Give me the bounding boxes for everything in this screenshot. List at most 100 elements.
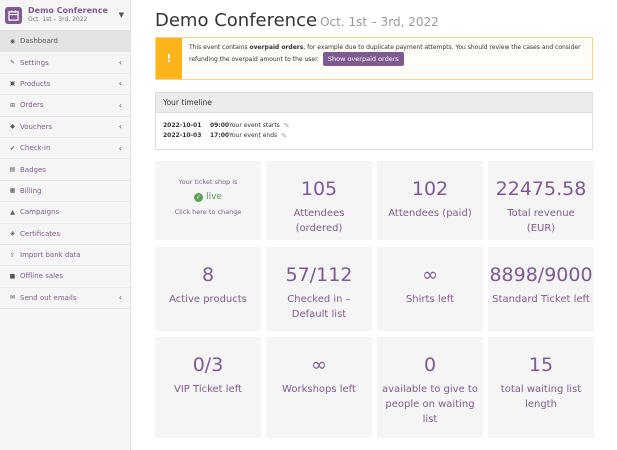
widget-tile[interactable]: 105 Attendees (ordered) xyxy=(266,161,372,240)
overpaid-alert: ! This event contains overpaid orders, f… xyxy=(155,37,593,80)
timeline-date: 2022-10-01 xyxy=(163,122,202,129)
event-dates: Oct. 1st – 3rd, 2022 xyxy=(28,16,88,23)
timeline-row: 2022-10-01 09:00 Your event starts ✎ xyxy=(156,121,592,131)
show-overpaid-orders-button[interactable]: Show overpaid orders xyxy=(322,52,404,66)
sidebar-item-label: Certificates xyxy=(20,229,61,238)
widget-value: 8 xyxy=(201,264,215,286)
certificate-icon: ◈ xyxy=(10,230,15,238)
sidebar-item-label: Billing xyxy=(20,186,42,195)
dashboard-icon: ◉ xyxy=(9,37,16,45)
widget-tile[interactable]: 57/112 Checked in – Default list xyxy=(266,247,372,331)
sidebar-item-label: Dashboard xyxy=(20,37,58,46)
ticket-icon: ▣ xyxy=(9,80,16,88)
sidebar-item-offline-sales[interactable]: ■ Offline sales xyxy=(0,266,130,288)
sidebar-item-check-in[interactable]: ✔ Check-in ‹ xyxy=(0,138,130,160)
widget-tile[interactable]: 15 total waiting list length xyxy=(488,337,594,438)
widget-tile[interactable]: ∞ Shirts left xyxy=(377,247,483,331)
sidebar-item-label: Campaigns xyxy=(20,208,60,217)
sidebar-item-label: Send out emails xyxy=(20,293,77,302)
shop-status-value: live xyxy=(206,192,222,202)
caret-down-icon: ▼ xyxy=(118,11,124,19)
timeline-panel: Your timeline 2022-10-01 09:00 Your event … xyxy=(155,92,593,150)
timeline-date: 2022-10-03 xyxy=(163,132,202,139)
shop-live-status: ✓ live xyxy=(155,192,261,202)
timeline-time: 09:00 xyxy=(210,122,230,129)
check-circle-icon: ✓ xyxy=(194,192,204,202)
sidebar-item-label: Products xyxy=(20,79,51,88)
widget-label: VIP Ticket left xyxy=(174,384,242,395)
widget-label: Shirts left xyxy=(405,294,455,305)
page-title-dates: Oct. 1st – 3rd, 2022 xyxy=(320,15,439,29)
widget-value: 15 xyxy=(528,354,554,376)
event-name: Demo Conference xyxy=(28,6,108,15)
chevron-left-icon: ‹ xyxy=(118,143,122,153)
event-switcher[interactable]: Demo Conference Oct. 1st – 3rd, 2022 ▼ xyxy=(0,0,130,31)
widget-label: Total revenue (EUR) xyxy=(507,208,575,234)
sidebar-item-label: Vouchers xyxy=(20,122,53,131)
timeline-row: 2022-10-03 17:00 Your event ends ✎ xyxy=(156,131,592,141)
sidebar-item-send-out-emails[interactable]: ✉ Send out emails ‹ xyxy=(0,288,130,310)
widget-value: 0 xyxy=(423,354,437,376)
sidebar-item-products[interactable]: ▣ Products ‹ xyxy=(0,74,130,96)
widget-label: Standard Ticket left xyxy=(492,294,590,305)
page-title: Demo Conference Oct. 1st – 3rd, 2022 xyxy=(155,10,593,34)
widget-value: 102 xyxy=(411,178,449,200)
widget-label: Checked in – Default list xyxy=(287,294,351,320)
widget-tile[interactable]: ∞ Workshops left xyxy=(266,337,372,438)
edit-icon[interactable]: ✎ xyxy=(281,132,288,140)
sidebar: Demo Conference Oct. 1st – 3rd, 2022 ▼ ◉… xyxy=(0,0,131,450)
sidebar-item-label: Offline sales xyxy=(20,272,64,281)
widget-value: ∞ xyxy=(422,264,438,286)
envelope-icon: ✉ xyxy=(9,294,16,302)
sidebar-item-orders[interactable]: ⊞ Orders ‹ xyxy=(0,95,130,117)
sidebar-item-certificates[interactable]: ◈ Certificates xyxy=(0,224,130,245)
check-icon: ✔ xyxy=(9,144,16,152)
shop-status-text: Your ticket shop is xyxy=(178,178,238,186)
main-content: Demo Conference Oct. 1st – 3rd, 2022 ! Th… xyxy=(155,0,594,438)
chevron-left-icon: ‹ xyxy=(118,58,122,68)
shop-status-widget[interactable]: Your ticket shop is ✓ live Click here to ch… xyxy=(155,161,261,240)
chevron-left-icon: ‹ xyxy=(118,79,122,89)
tags-icon: ◆ xyxy=(10,123,15,131)
widget-value: 22475.58 xyxy=(495,178,587,200)
widget-label: Workshops left xyxy=(282,384,356,395)
timeline-title: Your timeline xyxy=(156,93,592,113)
sidebar-item-vouchers[interactable]: ◆ Vouchers ‹ xyxy=(0,117,130,138)
widget-tile[interactable]: 0/3 VIP Ticket left xyxy=(155,337,261,438)
shop-change-link[interactable]: Click here to change xyxy=(174,208,242,216)
widget-tile[interactable]: 8 Active products xyxy=(155,247,261,331)
timeline-label: Your event starts xyxy=(229,122,280,129)
timeline-time: 17:00 xyxy=(210,132,230,139)
widget-label: Attendees (paid) xyxy=(388,208,472,219)
page-title-text: Demo Conference xyxy=(155,10,318,31)
widget-tile[interactable]: 8898/9000 Standard Ticket left xyxy=(488,247,594,331)
sidebar-item-settings[interactable]: ✎ Settings ‹ xyxy=(0,52,130,74)
sidebar-item-label: Settings xyxy=(20,58,49,67)
widget-label: Attendees (ordered) xyxy=(293,208,345,234)
sidebar-item-badges[interactable]: ▤ Badges xyxy=(0,159,130,181)
briefcase-icon: ■ xyxy=(9,272,16,280)
widget-value: 105 xyxy=(300,178,338,200)
widget-tile[interactable]: 22475.58 Total revenue (EUR) xyxy=(488,161,594,240)
edit-icon[interactable]: ✎ xyxy=(283,122,290,130)
sidebar-item-billing[interactable]: ▦ Billing xyxy=(0,181,130,203)
timeline-label: Your event ends xyxy=(229,132,278,139)
badge-icon: ▤ xyxy=(9,166,16,174)
billing-icon: ▦ xyxy=(9,187,16,195)
upload-icon: ⇧ xyxy=(9,251,16,259)
sidebar-item-label: Badges xyxy=(20,165,46,174)
chart-icon: ▲ xyxy=(10,208,15,216)
cart-icon: ⊞ xyxy=(9,101,16,109)
widget-value: 0/3 xyxy=(192,354,224,376)
sidebar-item-import-bank-data[interactable]: ⇧ Import bank data xyxy=(0,245,130,267)
widget-value: 57/112 xyxy=(285,264,353,286)
sidebar-nav: ◉ Dashboard ✎ Settings ‹ ▣ Products ‹ ⊞ Orders ‹ ◆ V… xyxy=(0,31,130,310)
widget-tile[interactable]: 102 Attendees (paid) xyxy=(377,161,483,240)
widget-tile[interactable]: 0 available to give to people on waiting … xyxy=(377,337,483,438)
sidebar-item-dashboard[interactable]: ◉ Dashboard xyxy=(0,31,130,53)
sidebar-item-label: Import bank data xyxy=(20,251,81,260)
sidebar-item-campaigns[interactable]: ▲ Campaigns xyxy=(0,202,130,224)
chevron-left-icon: ‹ xyxy=(118,100,122,110)
widget-label: Active products xyxy=(169,294,247,305)
widget-label: available to give to people on waiting l… xyxy=(382,384,478,425)
